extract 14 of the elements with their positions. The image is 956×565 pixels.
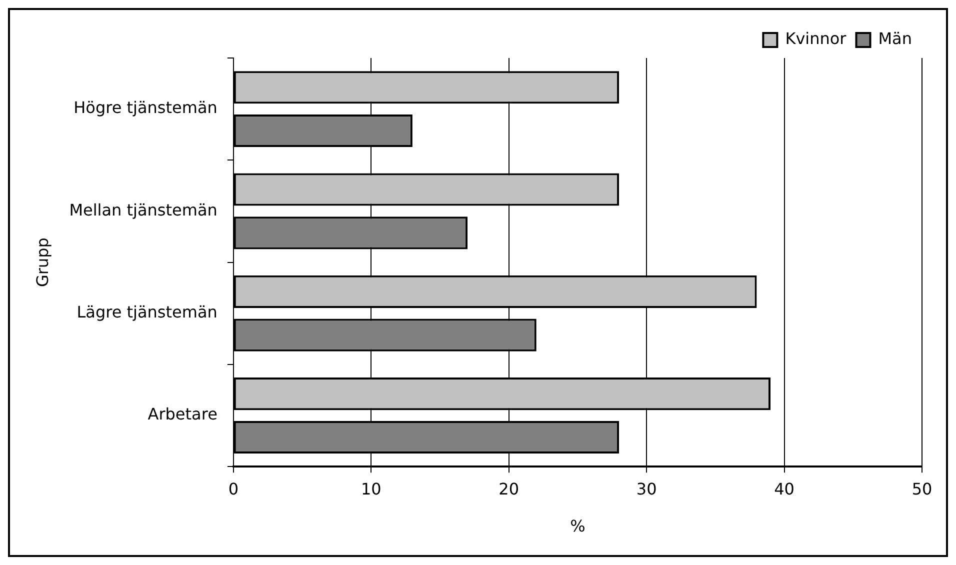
y-tick-label: Mellan tjänstemän xyxy=(69,200,218,220)
x-tick-label: 50 xyxy=(912,479,932,498)
x-tick-label: 0 xyxy=(228,479,239,498)
x-axis-title: % xyxy=(570,516,586,536)
x-tick-label: 20 xyxy=(498,479,520,498)
x-tick-label: 30 xyxy=(636,479,657,498)
y-axis-title: Grupp xyxy=(32,238,52,288)
x-tick-label: 40 xyxy=(774,479,794,498)
legend-label: Män xyxy=(878,29,912,48)
x-tick-label: 10 xyxy=(360,479,382,498)
y-tick-label: Högre tjänstemän xyxy=(74,98,218,118)
legend-label: Kvinnor xyxy=(785,29,847,48)
y-tick-label: Arbetare xyxy=(148,404,218,424)
y-tick-label: Lägre tjänstemän xyxy=(76,302,218,322)
